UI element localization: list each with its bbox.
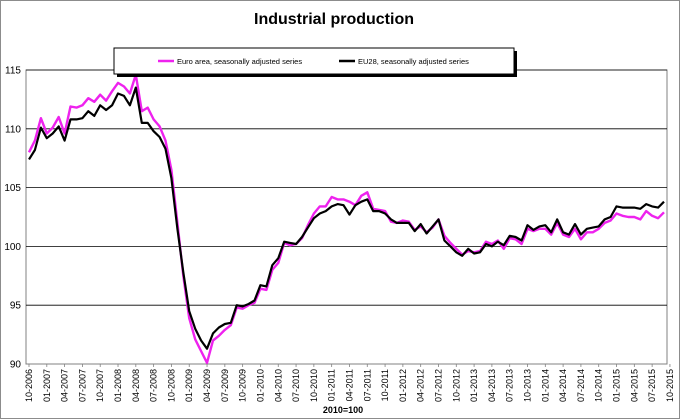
legend-entry: Euro area, seasonally adjusted series — [177, 57, 302, 66]
x-tick-label: 10-2011 — [380, 369, 390, 401]
x-tick-label: 04-2010 — [273, 369, 283, 402]
x-tick-label: 04-2015 — [629, 369, 639, 402]
x-tick-label: 10-2012 — [451, 369, 461, 402]
x-tick-label: 07-2013 — [505, 369, 515, 402]
x-tick-label: 07-2010 — [291, 369, 301, 402]
x-tick-label: 04-2012 — [416, 369, 426, 402]
x-tick-label: 10-2015 — [665, 369, 675, 402]
x-tick-label: 07-2009 — [220, 369, 230, 402]
y-axis-ticks: 90 95 100 105 110 115 — [4, 66, 21, 371]
x-tick-label: 10-2006 — [24, 369, 34, 402]
x-tick-label: 01-2014 — [540, 369, 550, 402]
x-tick-label: 10-2013 — [523, 369, 533, 402]
x-tick-label: 04-2007 — [60, 369, 70, 402]
x-tick-label: 10-2007 — [95, 369, 105, 402]
chart-title: Industrial production — [254, 11, 414, 28]
x-axis-ticks: 10-2006 01-2007 04-2007 07-2007 10-2007 01-20… — [24, 364, 675, 402]
y-tick-label: 110 — [5, 124, 21, 135]
x-tick-label: 01-2007 — [42, 369, 52, 402]
gridlines — [25, 69, 668, 365]
x-axis-label: 2010=100 — [323, 405, 363, 415]
x-tick-label: 04-2011 — [344, 369, 354, 401]
x-tick-label: 10-2014 — [594, 369, 604, 402]
x-tick-label: 07-2007 — [77, 369, 87, 402]
x-tick-label: 01-2008 — [113, 369, 123, 402]
x-tick-label: 07-2008 — [149, 369, 159, 402]
x-tick-label: 07-2014 — [576, 369, 586, 402]
x-tick-label: 07-2015 — [647, 369, 657, 402]
x-tick-label: 04-2013 — [487, 369, 497, 402]
x-tick-label: 01-2010 — [255, 369, 265, 402]
x-tick-label: 01-2009 — [184, 369, 194, 402]
x-tick-label: 10-2009 — [238, 369, 248, 402]
y-tick-label: 115 — [5, 66, 21, 77]
x-tick-label: 01-2011 — [327, 369, 337, 401]
x-tick-label: 10-2008 — [166, 369, 176, 402]
series-line-euro-area — [27, 73, 665, 364]
x-tick-label: 07-2011 — [362, 369, 372, 401]
x-tick-label: 04-2009 — [202, 369, 212, 402]
plot-area — [25, 69, 668, 365]
x-tick-label: 01-2012 — [398, 369, 408, 402]
y-tick-label: 95 — [10, 301, 22, 312]
legend: Euro area, seasonally adjusted series EU2… — [113, 47, 517, 77]
series-lines — [27, 73, 665, 364]
series-line-eu28 — [28, 86, 665, 350]
legend-entry: EU28, seasonally adjusted series — [358, 57, 469, 66]
x-tick-label: 07-2012 — [433, 369, 443, 402]
x-tick-label: 04-2008 — [131, 369, 141, 402]
x-tick-label: 01-2013 — [469, 369, 479, 402]
x-tick-label: 01-2015 — [612, 369, 622, 402]
y-tick-label: 105 — [4, 183, 21, 194]
x-tick-label: 10-2010 — [309, 369, 319, 402]
x-tick-label: 04-2014 — [558, 369, 568, 402]
y-tick-label: 100 — [4, 242, 21, 253]
y-tick-label: 90 — [10, 360, 22, 371]
legend-box — [113, 47, 515, 75]
